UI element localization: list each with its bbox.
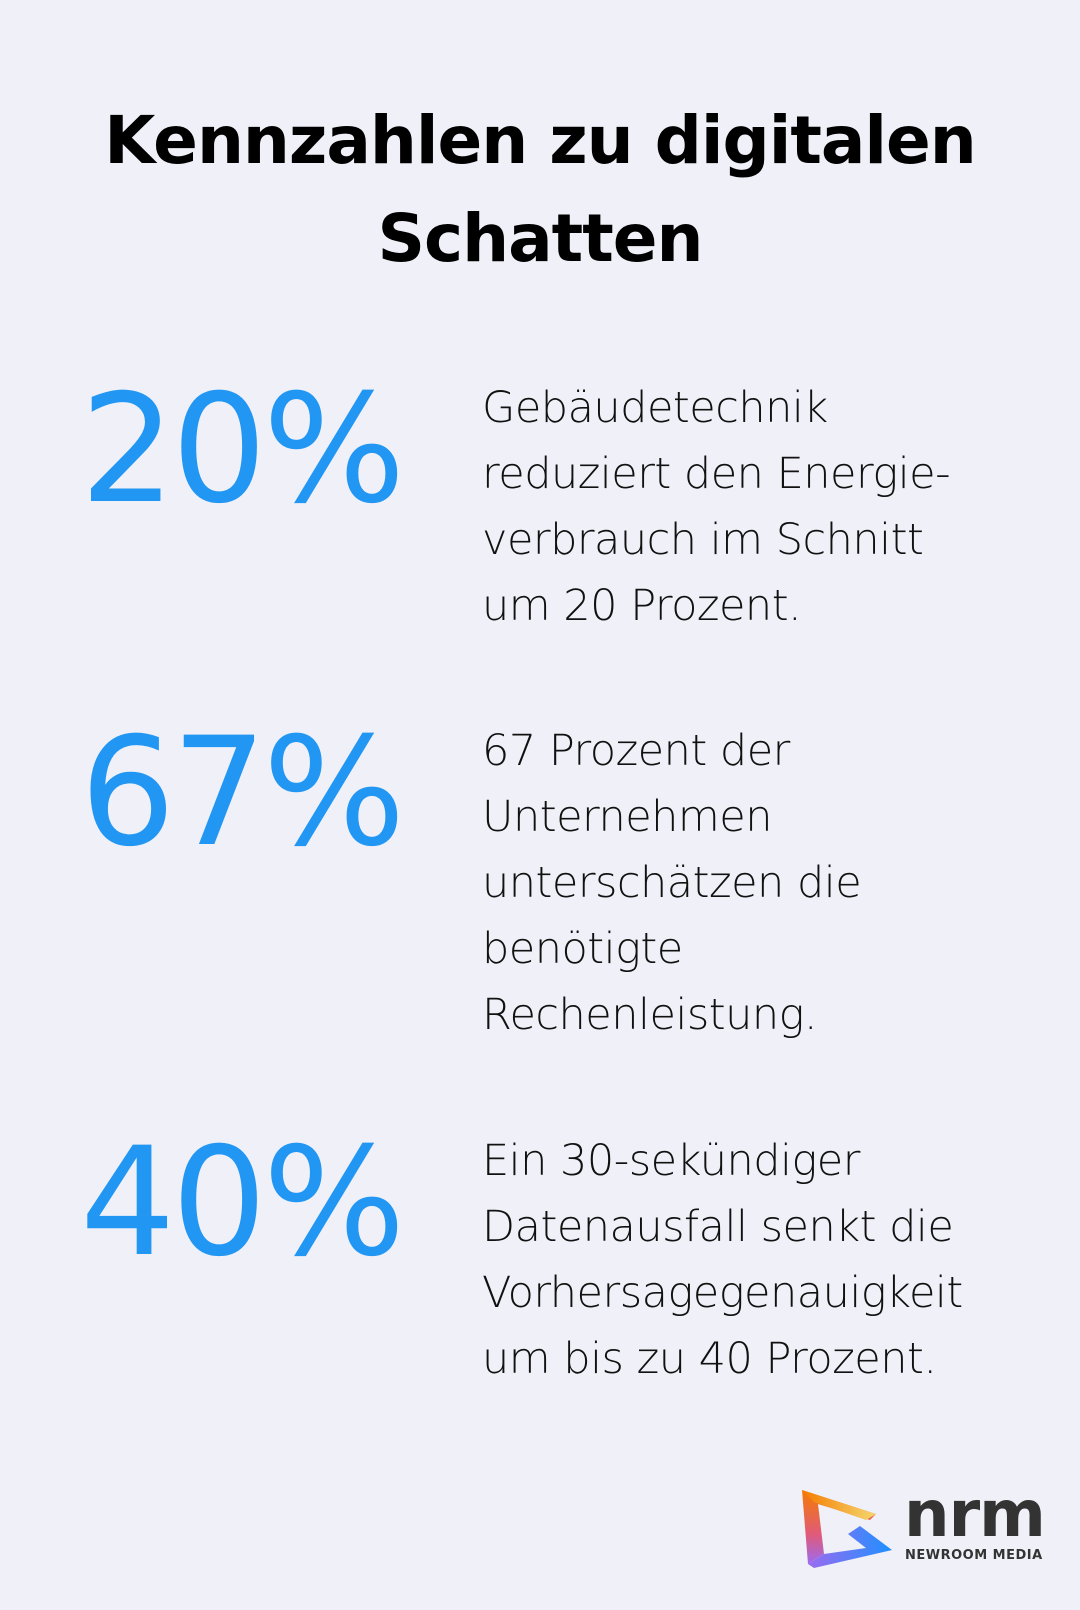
newroom-media-logo: nrm NEWROOM MEDIA (800, 1480, 1050, 1568)
desc-line: 67 Prozent der (482, 726, 790, 776)
desc-line: reduziert den Energie- (482, 449, 951, 499)
page-title: Kennzahlen zu digitalen Schatten (0, 92, 1080, 288)
stat-description: 67 Prozent der Unternehmen unterschätzen… (482, 718, 1002, 1048)
stat-description: Gebäudetechnik reduziert den Energie- ve… (482, 375, 1002, 639)
desc-line: um bis zu 40 Prozent. (482, 1334, 937, 1384)
stat-description: Ein 30-sekündiger Datenausfall senkt die… (482, 1128, 1002, 1392)
desc-line: unterschätzen die (482, 858, 862, 908)
desc-line: Unternehmen (482, 792, 773, 842)
desc-line: um 20 Prozent. (482, 581, 802, 631)
stat-value: 20% (80, 363, 405, 537)
desc-line: Ein 30-sekündiger (482, 1136, 860, 1186)
stat-value: 40% (80, 1116, 405, 1290)
logo-mark-icon (802, 1490, 892, 1568)
desc-line: Rechenleistung. (482, 990, 818, 1040)
logo-subtitle: NEWROOM MEDIA (905, 1548, 1043, 1563)
desc-line: verbrauch im Schnitt (482, 515, 924, 565)
desc-line: Gebäudetechnik (482, 383, 828, 433)
title-line-1: Kennzahlen zu digitalen (104, 102, 977, 179)
desc-line: benötigte (482, 924, 683, 974)
desc-line: Vorhersagegenauigkeit (482, 1268, 963, 1318)
desc-line: Datenausfall senkt die (482, 1202, 954, 1252)
stat-value: 67% (80, 706, 405, 880)
logo-wordmark: nrm (904, 1478, 1046, 1552)
title-line-2: Schatten (377, 200, 703, 277)
